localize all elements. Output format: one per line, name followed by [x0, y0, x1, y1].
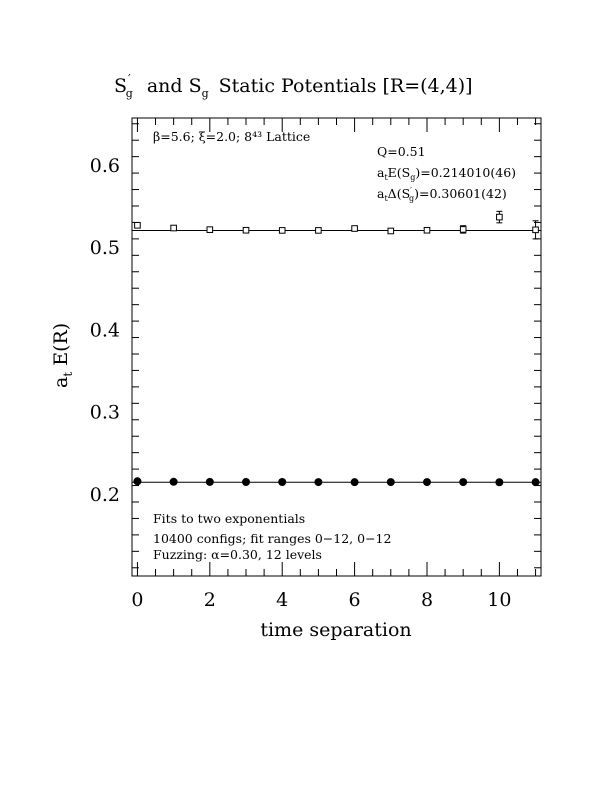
x-tick-label: 10	[487, 589, 511, 611]
fuzzing-annotation: Fuzzing: α=0.30, 12 levels	[153, 547, 322, 562]
circle-marker	[205, 477, 214, 486]
circle-marker	[314, 478, 323, 487]
square-marker	[206, 226, 214, 233]
y-tick-label: 0.3	[90, 402, 120, 424]
data-point	[242, 478, 251, 487]
circle-marker	[495, 478, 504, 487]
data-point	[532, 220, 539, 240]
circle-marker	[133, 477, 142, 486]
q-value-annotation: Q=0.51	[377, 144, 426, 159]
y-tick-label: 0.2	[90, 484, 120, 506]
chart-title: S′ g and Sg Static Potentials [R=(4,4)]	[114, 72, 473, 100]
data-point	[315, 227, 322, 234]
square-marker	[532, 226, 539, 234]
circle-marker	[459, 478, 468, 487]
x-tick-label: 8	[421, 589, 433, 611]
lattice-annotation: β=5.6; ξ=2.0; 8⁴³ Lattice	[153, 129, 310, 144]
square-marker	[387, 227, 395, 235]
data-point	[278, 478, 287, 487]
data-point	[242, 226, 250, 234]
data-point	[386, 478, 395, 487]
data-point	[351, 225, 358, 232]
circle-marker	[422, 478, 431, 487]
fits-annotation: Fits to two exponentials	[153, 511, 305, 526]
axis-ticks	[132, 118, 541, 576]
data-point	[133, 477, 142, 486]
data-point	[169, 477, 178, 486]
square-marker	[423, 226, 431, 234]
data-point	[314, 478, 323, 487]
data-point	[496, 210, 503, 224]
x-axis-label: time separation	[260, 619, 411, 641]
circle-marker	[350, 478, 359, 487]
data-point	[387, 227, 395, 235]
x-tick-label: 4	[276, 589, 288, 611]
data-point	[423, 226, 431, 234]
circle-marker	[531, 478, 540, 487]
data-point	[531, 478, 540, 487]
circle-marker	[278, 478, 287, 487]
data-point	[170, 224, 177, 232]
energy-annotation: atE(Sg)=0.214010(46)	[377, 165, 516, 182]
square-marker	[242, 226, 250, 234]
configs-annotation: 10400 configs; fit ranges 0−12, 0−12	[153, 531, 391, 546]
data-series	[133, 210, 540, 487]
square-marker	[134, 222, 141, 229]
data-point	[278, 227, 286, 234]
y-tick-labels: 0.2 0.3 0.4 0.5 0.6	[90, 155, 120, 506]
data-point	[205, 477, 214, 486]
y-axis-label: at E(R)	[50, 323, 75, 388]
data-point	[134, 222, 141, 229]
x-tick-label: 2	[204, 589, 216, 611]
square-marker	[459, 226, 467, 233]
square-marker	[315, 227, 322, 234]
delta-annotation: atΔ(S′ g)=0.30601(42)	[377, 186, 507, 203]
square-marker	[278, 227, 286, 234]
data-point	[495, 478, 504, 487]
x-tick-label: 6	[349, 589, 361, 611]
y-tick-label: 0.4	[90, 319, 120, 341]
square-marker	[496, 213, 503, 221]
data-point	[459, 478, 468, 487]
circle-marker	[386, 478, 395, 487]
square-marker	[170, 224, 177, 232]
x-tick-labels: 0 2 4 6 8 10	[131, 589, 511, 611]
y-tick-label: 0.6	[90, 155, 120, 177]
x-tick-label: 0	[131, 589, 143, 611]
y-tick-label: 0.5	[90, 237, 120, 259]
fit-lines	[132, 229, 541, 483]
data-point	[206, 226, 214, 233]
square-marker	[351, 225, 358, 232]
data-point	[422, 478, 431, 487]
circle-marker	[169, 477, 178, 486]
data-point	[459, 225, 467, 234]
data-point	[350, 478, 359, 487]
circle-marker	[242, 478, 251, 487]
